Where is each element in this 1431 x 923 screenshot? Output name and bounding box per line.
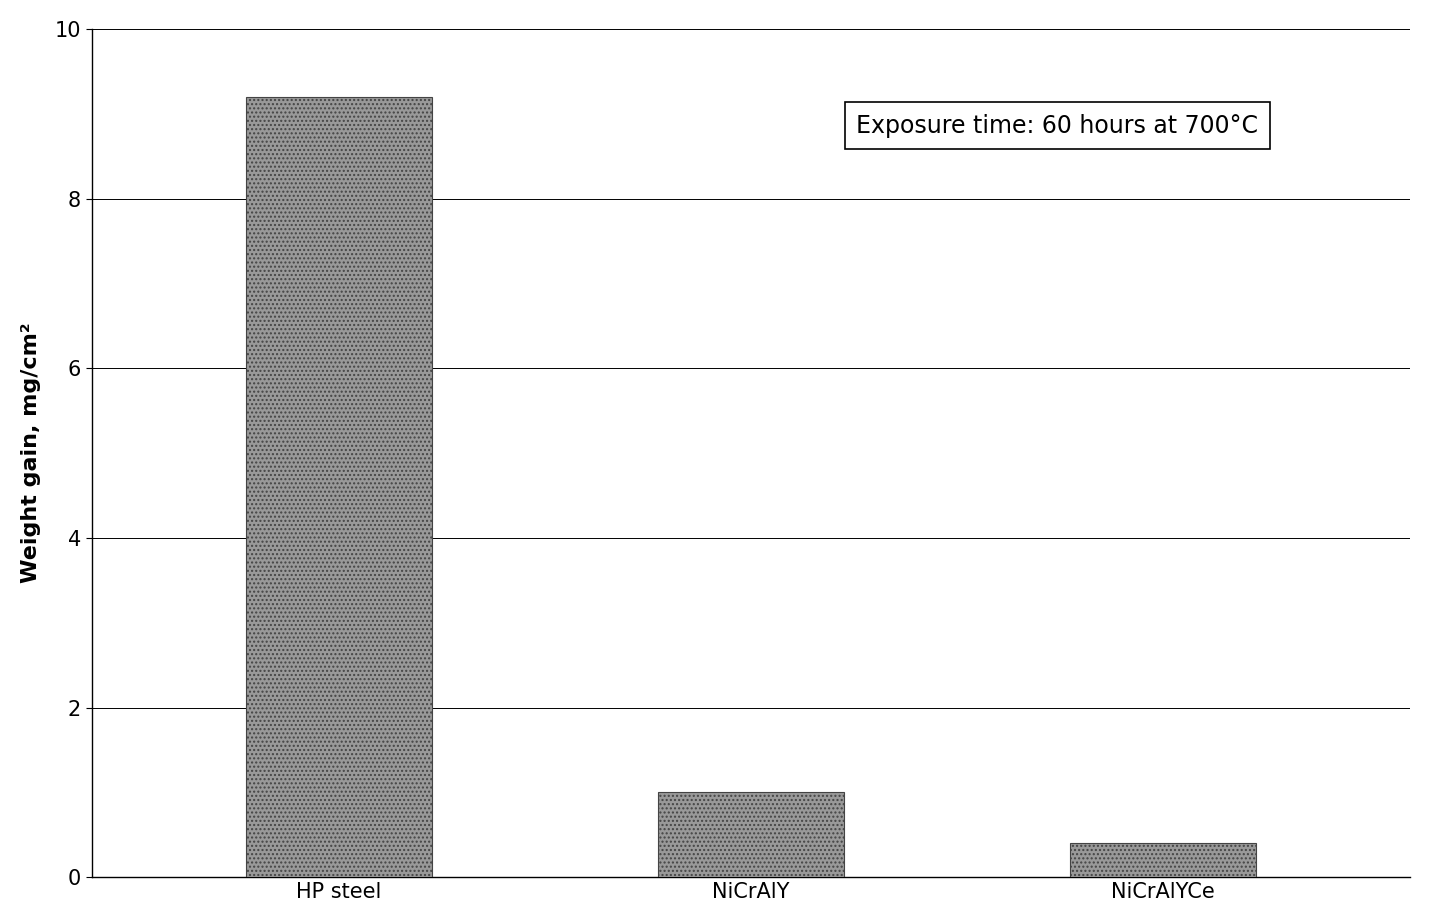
Bar	[246, 97, 432, 877]
Bar	[658, 793, 844, 877]
Text: Exposure time: 60 hours at 700°C: Exposure time: 60 hours at 700°C	[856, 114, 1258, 138]
Y-axis label: Weight gain, mg/cm²: Weight gain, mg/cm²	[21, 323, 41, 583]
Bar	[1070, 844, 1255, 877]
